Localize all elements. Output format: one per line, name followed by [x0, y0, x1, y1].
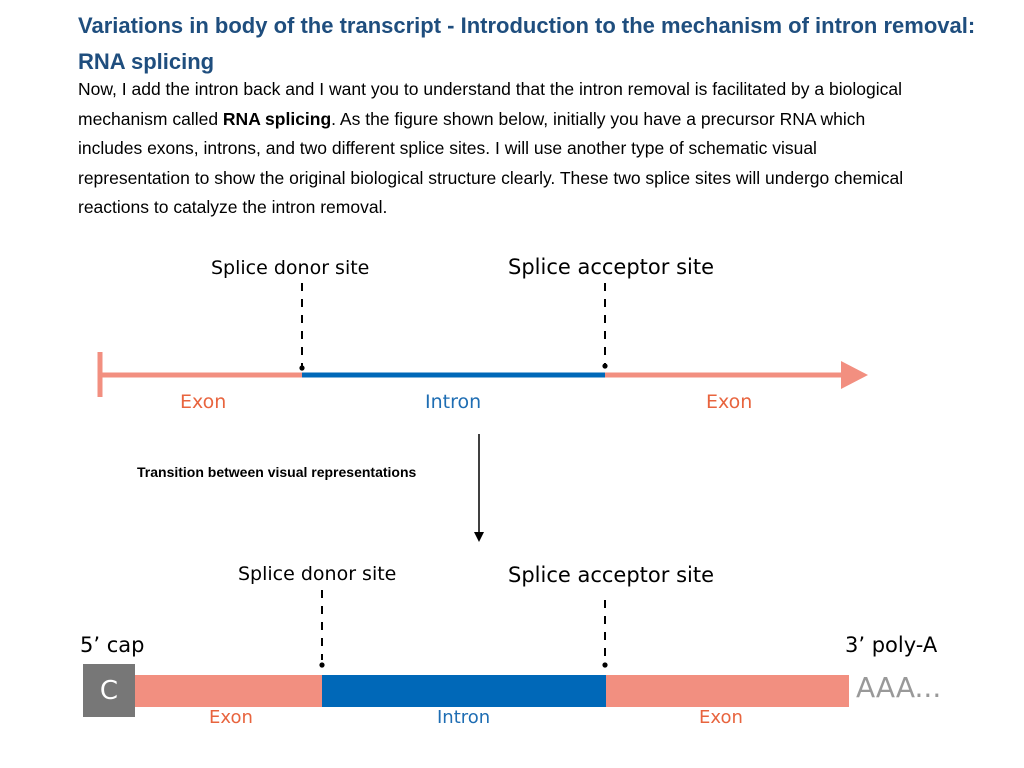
top-donor-dot: [299, 365, 305, 371]
polya-tail: AAA...: [856, 671, 942, 704]
top-acceptor-label: Splice acceptor site: [508, 255, 715, 279]
paragraph-part-2: . As the figure shown below, initially y…: [78, 108, 904, 218]
bottom-intron-label: Intron: [437, 707, 491, 728]
bottom-donor-label: Splice donor site: [238, 563, 397, 585]
bottom-acceptor-label: Splice acceptor site: [508, 563, 715, 587]
bottom-exon2-block: [606, 675, 849, 707]
paragraph-part-1: Now, I add the intron back and I want yo…: [78, 79, 902, 129]
bottom-exon1-block: [135, 675, 322, 707]
cap-glyph: C: [99, 675, 119, 706]
top-exon1-label: Exon: [180, 391, 227, 413]
top-acceptor-dot: [602, 363, 608, 369]
five-prime-cap-label: 5’ cap: [80, 633, 145, 657]
top-exon2-label: Exon: [706, 391, 753, 413]
transition-label: Transition between visual representation…: [137, 464, 417, 480]
five-prime-cap-box: C: [83, 664, 135, 717]
bottom-acceptor-dot: [602, 662, 608, 668]
bottom-exon2-label: Exon: [699, 707, 743, 728]
top-intron-label: Intron: [425, 391, 482, 413]
transition-arrowhead: [474, 532, 484, 542]
three-prime-polya-label: 3’ poly-A: [845, 633, 938, 657]
bottom-intron-block: [322, 675, 606, 707]
intro-paragraph: Now, I add the intron back and I want yo…: [78, 75, 918, 223]
page-title: Variations in body of the transcript - I…: [78, 13, 976, 74]
bottom-donor-dot: [319, 662, 325, 668]
paragraph-bold-term: RNA splicing: [222, 108, 332, 129]
top-arrowhead: [841, 361, 868, 389]
top-donor-label: Splice donor site: [211, 257, 370, 279]
bottom-exon1-label: Exon: [209, 707, 253, 728]
